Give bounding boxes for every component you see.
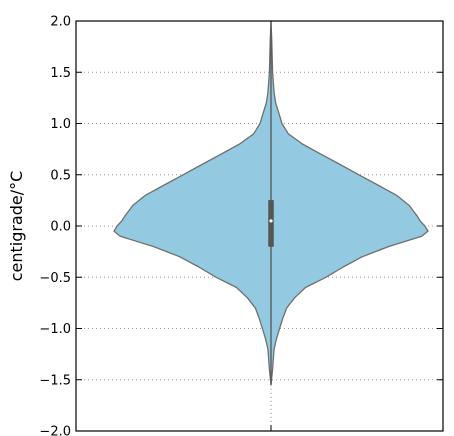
y-tick-label-0: −2.0 [39, 425, 71, 436]
y-tick-label-4: 0.0 [50, 220, 71, 235]
violin-median [269, 219, 273, 223]
y-axis-label: centigrade/°C [7, 171, 26, 282]
violin-iqr-box [268, 200, 274, 247]
y-tick-label-2: −1.0 [39, 322, 71, 337]
y-tick-label-6: 1.0 [50, 117, 71, 132]
y-tick-label-3: −0.5 [39, 271, 71, 286]
y-tick-label-1: −1.5 [39, 373, 71, 388]
y-tick-label-7: 1.5 [50, 66, 71, 81]
y-tick-label-5: 0.5 [50, 168, 71, 183]
y-ticks: −2.0 −1.5 −1.0 −0.5 0.0 0.5 1.0 1.5 2.0 [39, 15, 443, 436]
y-tick-label-8: 2.0 [50, 15, 71, 30]
violin-layer [113, 20, 429, 431]
